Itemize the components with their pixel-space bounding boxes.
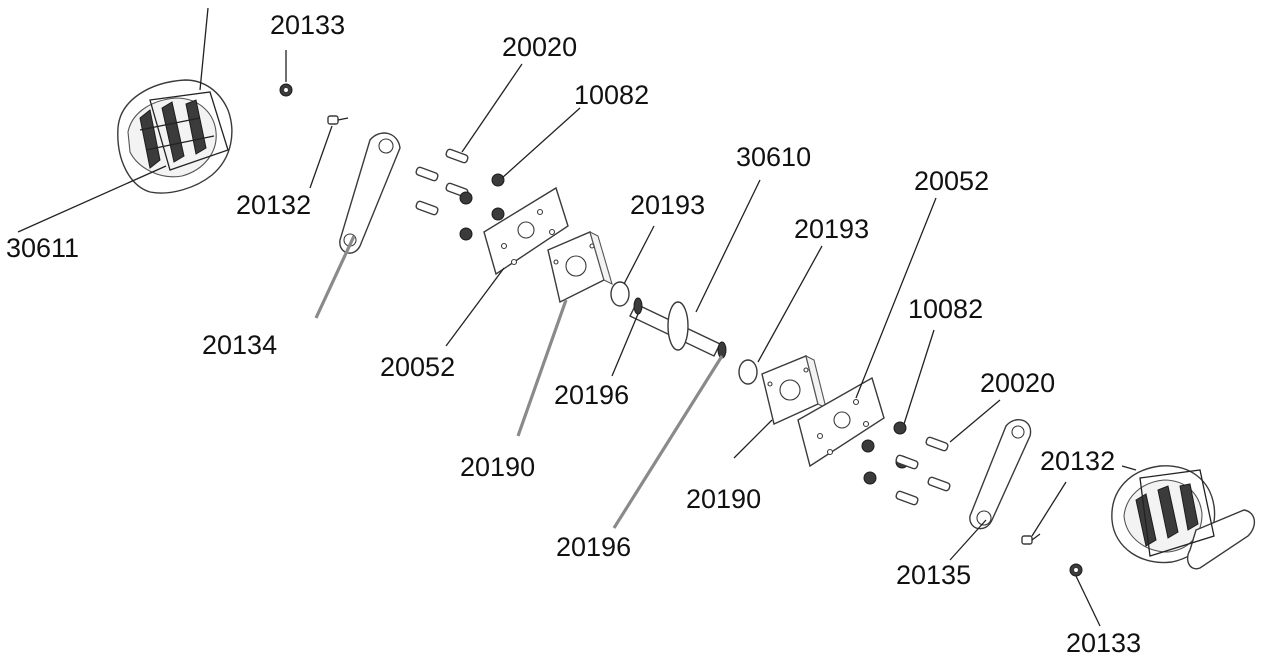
label-20190-left: 20190 xyxy=(460,452,535,482)
label-20133-bottom: 20133 xyxy=(1066,628,1141,658)
leader-20133-bottom xyxy=(1075,575,1101,627)
leader-20132-right-tail xyxy=(1121,465,1137,471)
pedal-screw-20132-left xyxy=(327,115,349,125)
leader-30610 xyxy=(695,179,761,313)
leader-20134 xyxy=(314,235,356,319)
label-30611: 30611 xyxy=(6,233,79,263)
leader-20132-left xyxy=(309,125,333,189)
label-20196-mid: 20196 xyxy=(554,380,629,410)
label-20193-left: 20193 xyxy=(630,190,705,220)
leader-20020-right xyxy=(949,399,1001,443)
leader-10082-right xyxy=(903,329,935,425)
leader-20196-bottom xyxy=(612,355,724,529)
pedal-nut-20133-bottom xyxy=(1069,563,1083,577)
label-20135: 20135 xyxy=(896,560,971,590)
label-20134: 20134 xyxy=(202,330,277,360)
leader-20190-right xyxy=(733,419,773,459)
left-bearing-block-20190 xyxy=(547,230,613,304)
right-bearing-block-20190 xyxy=(761,354,827,425)
leader-20052-right xyxy=(855,197,937,399)
leader-20196-mid xyxy=(611,313,639,377)
label-10082-right: 10082 xyxy=(908,294,983,324)
label-20132-left: 20132 xyxy=(236,190,311,220)
label-10082-top: 10082 xyxy=(574,80,649,110)
right-plate-20052 xyxy=(797,376,885,468)
right-pedal xyxy=(1111,465,1255,570)
leader-20135 xyxy=(949,519,987,561)
leader-20193-left xyxy=(623,225,655,285)
left-nuts-10082 xyxy=(459,173,505,241)
label-30610: 30610 xyxy=(736,142,811,172)
pedal-screw-20132-right xyxy=(1021,533,1041,545)
right-bolts-20020 xyxy=(895,436,951,506)
callout-labels: 20133 20020 10082 30610 20052 20193 2019… xyxy=(6,10,1141,658)
leader-20052-left xyxy=(445,267,505,347)
label-20133-top: 20133 xyxy=(270,10,345,40)
right-nuts-10082 xyxy=(861,421,909,485)
left-bolts-20020 xyxy=(415,148,469,216)
leader-30611 xyxy=(17,165,167,233)
axle-30610 xyxy=(629,297,727,359)
label-20020-right: 20020 xyxy=(980,368,1055,398)
leader-lines xyxy=(17,50,1137,627)
leader-20132-right xyxy=(1031,481,1067,537)
right-crank-arm-20135 xyxy=(969,418,1032,530)
label-20193-right: 20193 xyxy=(794,214,869,244)
right-washer-20193 xyxy=(738,359,758,385)
label-20020-top: 20020 xyxy=(502,32,577,62)
left-plate-20052 xyxy=(483,186,569,276)
leader-20190-left xyxy=(516,299,568,437)
label-20190-right: 20190 xyxy=(686,484,761,514)
label-20052-left: 20052 xyxy=(380,352,455,382)
left-crank-arm-20134 xyxy=(339,132,401,254)
leader-10082-top xyxy=(501,107,581,179)
label-20196-bottom: 20196 xyxy=(556,532,631,562)
left-pedal-30611 xyxy=(117,7,233,194)
left-washer-20193 xyxy=(610,281,630,307)
label-20132-right: 20132 xyxy=(1040,446,1115,476)
leader-20020-top xyxy=(461,63,523,153)
pedal-nut-20133-top xyxy=(279,83,293,97)
label-20052-right: 20052 xyxy=(914,166,989,196)
leader-20193-right xyxy=(757,245,823,363)
